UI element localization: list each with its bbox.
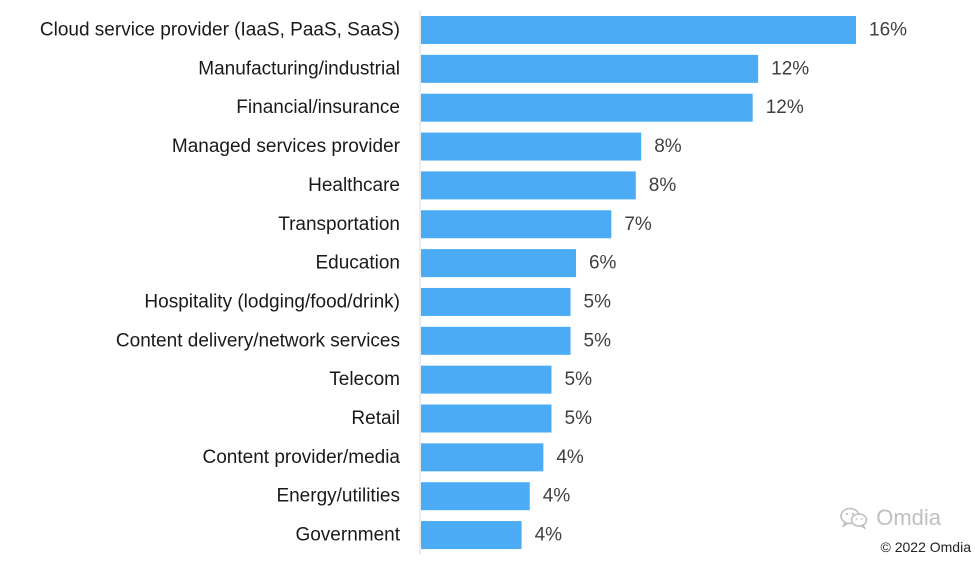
bar — [421, 54, 759, 83]
value-label: 16% — [869, 20, 907, 41]
bar — [421, 249, 576, 278]
bar — [421, 326, 571, 355]
value-label: 5% — [584, 291, 612, 312]
value-label: 5% — [584, 330, 612, 351]
wechat-icon — [840, 507, 868, 531]
bar — [421, 16, 856, 44]
category-label: Retail — [351, 408, 400, 429]
value-label: 5% — [565, 369, 593, 390]
watermark: Omdia — [840, 505, 941, 531]
category-label: Content provider/media — [203, 447, 401, 468]
category-label: Content delivery/network services — [116, 330, 400, 351]
category-label: Managed services provider — [172, 136, 401, 157]
value-label: 4% — [543, 486, 571, 507]
value-label: 6% — [589, 253, 617, 274]
bar — [421, 482, 530, 511]
value-label: 12% — [771, 58, 809, 79]
category-label: Energy/utilities — [276, 486, 400, 507]
bar — [421, 210, 612, 239]
bar — [421, 404, 552, 433]
bar — [421, 287, 571, 316]
category-label: Financial/insurance — [236, 97, 400, 118]
value-label: 7% — [624, 214, 652, 235]
value-label: 8% — [649, 175, 677, 196]
category-label: Transportation — [278, 214, 400, 235]
value-label: 12% — [766, 97, 804, 118]
bar — [421, 521, 522, 550]
category-label: Healthcare — [308, 175, 400, 196]
category-label: Education — [315, 253, 400, 274]
watermark-text: Omdia — [876, 505, 941, 530]
category-label: Cloud service provider (IaaS, PaaS, SaaS… — [40, 20, 400, 41]
value-label: 5% — [565, 408, 593, 429]
bar — [421, 365, 552, 394]
value-label: 8% — [654, 136, 682, 157]
category-label: Hospitality (lodging/food/drink) — [144, 291, 400, 312]
copyright-text: © 2022 Omdia — [880, 539, 971, 555]
bar — [421, 132, 642, 161]
value-label: 4% — [556, 447, 584, 468]
category-label: Manufacturing/industrial — [198, 58, 400, 79]
value-label: 4% — [535, 525, 563, 546]
bar — [421, 443, 544, 472]
category-label: Telecom — [329, 369, 400, 390]
bar — [421, 171, 636, 200]
category-label: Government — [295, 525, 400, 546]
bar — [421, 93, 753, 122]
